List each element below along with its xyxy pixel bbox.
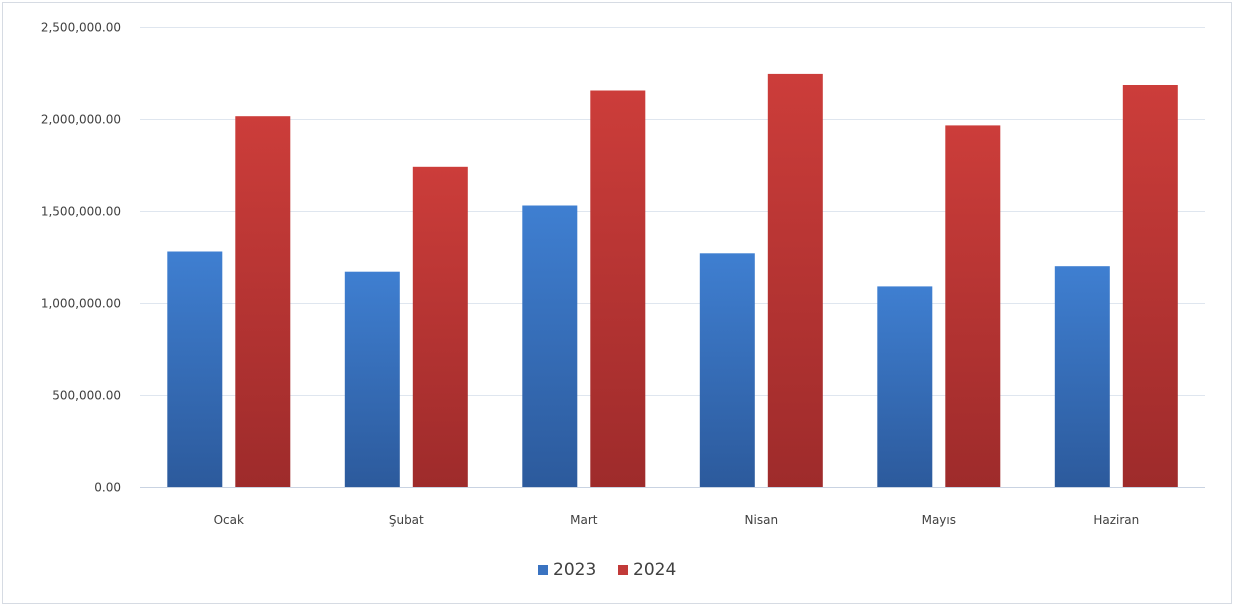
legend-swatch-2023 <box>538 565 548 575</box>
y-tick-label: 500,000.00 <box>52 389 121 403</box>
bar-2023-Şubat <box>344 271 400 487</box>
y-axis-tick-labels: 0.00 500,000.00 1,000,000.00 1,500,000.00 2,… <box>41 21 121 495</box>
bar-2024-Ocak <box>235 116 291 487</box>
bar-2024-Şubat <box>412 166 468 488</box>
bar-2023-Nisan <box>699 253 755 487</box>
bar-2023-Haziran <box>1054 266 1110 487</box>
x-category-label: Şubat <box>389 513 424 527</box>
y-tick-label: 1,500,000.00 <box>41 205 121 219</box>
bar-2023-Ocak <box>167 251 223 487</box>
bar-2024-Nisan <box>767 73 823 488</box>
x-category-label: Mayıs <box>922 513 956 527</box>
y-tick-label: 1,000,000.00 <box>41 297 121 311</box>
y-tick-label: 2,000,000.00 <box>41 113 121 127</box>
gridlines <box>140 27 1205 488</box>
y-tick-label: 2,500,000.00 <box>41 21 121 35</box>
x-category-label: Nisan <box>745 513 779 527</box>
bar-2024-Haziran <box>1122 85 1178 487</box>
bar-2024-Mayıs <box>945 125 1001 488</box>
legend-label: 2023 <box>553 560 596 580</box>
x-category-label: Mart <box>570 513 598 527</box>
legend: 2023 2024 <box>538 560 676 580</box>
x-axis-category-labels: Ocak Şubat Mart Nisan Mayıs Haziran <box>214 513 1140 527</box>
x-category-label: Haziran <box>1093 513 1139 527</box>
y-tick-label: 0.00 <box>94 481 121 495</box>
x-category-label: Ocak <box>214 513 244 527</box>
bar-2023-Mart <box>522 205 578 487</box>
bar-2024-Mart <box>590 90 646 487</box>
legend-label: 2024 <box>633 560 676 580</box>
bar-2023-Mayıs <box>877 286 933 487</box>
legend-swatch-2024 <box>618 565 628 575</box>
bars <box>167 73 1178 488</box>
